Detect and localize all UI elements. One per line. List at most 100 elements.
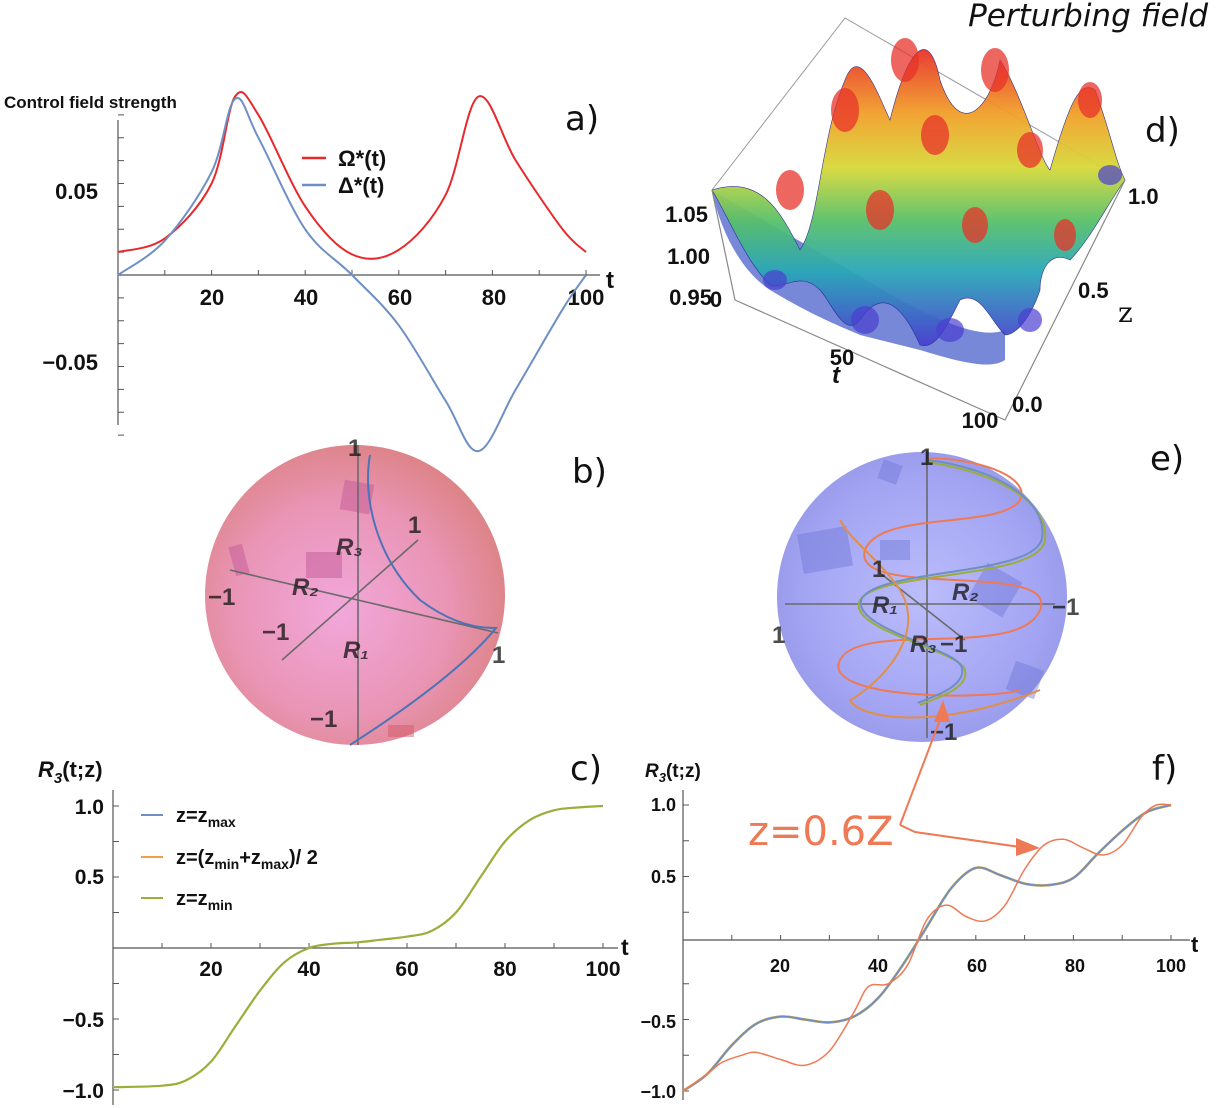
chart-c-xtick-100: 100	[585, 958, 620, 981]
chart-d: 1.05 1.00 0.95 0 50 100 t 1.0 0.5 0.0 z …	[665, 17, 1180, 433]
chart-b-trajectory	[349, 454, 499, 746]
chart-a-xtick-100: 100	[568, 285, 605, 310]
chart-c-ytick-m10: −1.0	[63, 1080, 104, 1103]
chart-f-xtick-100: 100	[1156, 956, 1186, 976]
chart-a-legend-omega: Ω*(t)	[338, 146, 386, 171]
chart-e-tick-left: 1	[772, 622, 785, 649]
chart-b-tick-r1pos: 1	[492, 642, 505, 669]
chart-e-label-r2: R₂	[952, 579, 978, 606]
chart-b-tick-r2neg: −1	[262, 619, 289, 646]
chart-d-xtick-50: 50	[830, 345, 854, 370]
annotation-arrowhead-curve	[1016, 838, 1040, 856]
chart-f-xtick-marks	[731, 935, 1172, 940]
chart-a-xtick-40: 40	[294, 285, 318, 310]
chart-e-label-r3: R₃	[910, 631, 937, 658]
chart-a-ytick-m005: −0.05	[42, 350, 98, 375]
chart-f-title: R3(t;z)	[645, 761, 701, 785]
annotation-arrowhead-sphere	[934, 700, 950, 722]
chart-e-tick-top: 1	[920, 444, 933, 471]
chart-b-label-r1: R₁	[343, 637, 369, 664]
chart-f-xtick-80: 80	[1065, 956, 1085, 976]
chart-b-label-r2: R₂	[292, 574, 318, 601]
annotation-arrow-sphere	[899, 711, 944, 826]
chart-b-label-r3: R₃	[336, 534, 363, 561]
chart-f-ytick-10: 1.0	[651, 795, 676, 815]
chart-b-tick-r1neg: −1	[208, 584, 235, 611]
chart-b-tick-r2pos: 1	[408, 512, 421, 539]
chart-a-legend: Ω*(t) Δ*(t)	[302, 146, 386, 198]
chart-a-xtick-marks	[164, 270, 587, 275]
chart-e-patches	[796, 459, 1045, 700]
chart-c-ytick-05: 0.5	[75, 866, 105, 889]
chart-d-ztick-100: 1.00	[667, 244, 710, 269]
chart-f-ytick-05: 0.5	[651, 867, 676, 887]
chart-e-sphere	[777, 452, 1067, 742]
chart-e-label-r1: R₁	[872, 592, 898, 619]
chart-d-surface	[711, 49, 1126, 347]
chart-d-ztick-095: 0.95	[669, 285, 712, 310]
chart-c-ytick-marks	[113, 805, 119, 1091]
chart-d-ztick-105: 1.05	[665, 202, 708, 227]
chart-c-xtick-60: 60	[395, 958, 418, 981]
chart-b-patches	[228, 479, 414, 737]
panel-label-e: e)	[1150, 439, 1184, 479]
chart-d-xlabel: t	[832, 362, 841, 389]
chart-d-troughs	[763, 165, 1122, 342]
chart-d-box-front	[711, 179, 1126, 421]
chart-a-title: Control field strength	[4, 93, 177, 112]
annotation-arrow-curve	[899, 824, 1021, 848]
chart-a-xlabel: t	[606, 267, 614, 294]
chart-e: R₁ R₂ R₃ 1 1 −1 1 −1 −1 e)	[772, 439, 1184, 746]
chart-c-xtick-20: 20	[199, 958, 222, 981]
chart-d-ytick-00: 0.0	[1012, 392, 1043, 417]
chart-c-legend: z=zmax z=(zmin+zmax)/ 2 z=zmin	[141, 805, 318, 913]
chart-e-trajectories	[837, 457, 1047, 719]
chart-d-ylabel: z	[1118, 296, 1133, 329]
chart-f-xtick-20: 20	[770, 956, 790, 976]
chart-f-ytick-m05: −0.5	[640, 1012, 676, 1032]
chart-c-ytick-10: 1.0	[75, 796, 104, 819]
chart-a-ytick-marks	[118, 114, 124, 436]
chart-d-xtick-100: 100	[962, 408, 999, 433]
chart-a-xtick-80: 80	[482, 285, 506, 310]
chart-f-xtick-40: 40	[868, 956, 888, 976]
chart-a-legend-delta: Δ*(t)	[338, 173, 384, 198]
chart-f-ytick-m10: −1.0	[640, 1082, 676, 1102]
chart-c-xtick-40: 40	[297, 958, 320, 981]
chart-c-ytick-m05: −0.5	[63, 1009, 105, 1032]
chart-f-ytick-marks	[683, 804, 689, 1092]
panel-label-f: f)	[1152, 749, 1177, 789]
chart-b-tick-bottom: −1	[310, 706, 337, 733]
chart-e-tick-r1pos: 1	[872, 556, 885, 583]
chart-f-line-z06	[682, 803, 1172, 1092]
panel-label-b: b)	[572, 452, 607, 492]
chart-c-legend-zmin: z=zmin	[176, 888, 233, 913]
chart-d-box-back	[711, 17, 1126, 191]
chart-c-title: R3(t;z)	[38, 757, 103, 787]
chart-b-axes	[229, 445, 499, 745]
chart-a-line-omega	[117, 91, 587, 260]
chart-a-xtick-60: 60	[388, 285, 412, 310]
chart-c-legend-zmid: z=(zmin+zmax)/ 2	[176, 847, 318, 872]
annotation-label: z=0.6Z	[748, 809, 894, 855]
chart-d-peaks	[776, 38, 1102, 251]
chart-a-ytick-005: 0.05	[55, 179, 98, 204]
chart-c-xtick-80: 80	[493, 958, 516, 981]
chart-a: Control field strength 20 40 60 80 100 t…	[4, 91, 614, 453]
chart-f: R3(t;z) 20 40 60 80 100 t 1.0 0.5 −0.5 −…	[640, 749, 1199, 1102]
chart-c-xtick-marks	[161, 943, 604, 948]
chart-b: R₃ R₂ R₁ 1 1 −1 −1 1 −1 b)	[205, 435, 607, 746]
panel-label-d: d)	[1145, 111, 1180, 151]
chart-d-ytick-10: 1.0	[1128, 184, 1159, 209]
chart-c-line-zmin	[112, 804, 604, 1089]
panel-label-c: c)	[570, 749, 602, 789]
chart-f-line-zmax	[682, 804, 1172, 1092]
chart-c: R3(t;z) 20 40 60 80 100 t 1.0 0.5 −0.5 −…	[38, 749, 629, 1105]
chart-c-legend-zmax: z=zmax	[176, 805, 236, 830]
annotation: z=0.6Z	[748, 700, 1040, 856]
chart-f-xtick-60: 60	[967, 956, 987, 976]
chart-a-xtick-20: 20	[200, 285, 224, 310]
chart-a-line-delta	[117, 97, 587, 453]
